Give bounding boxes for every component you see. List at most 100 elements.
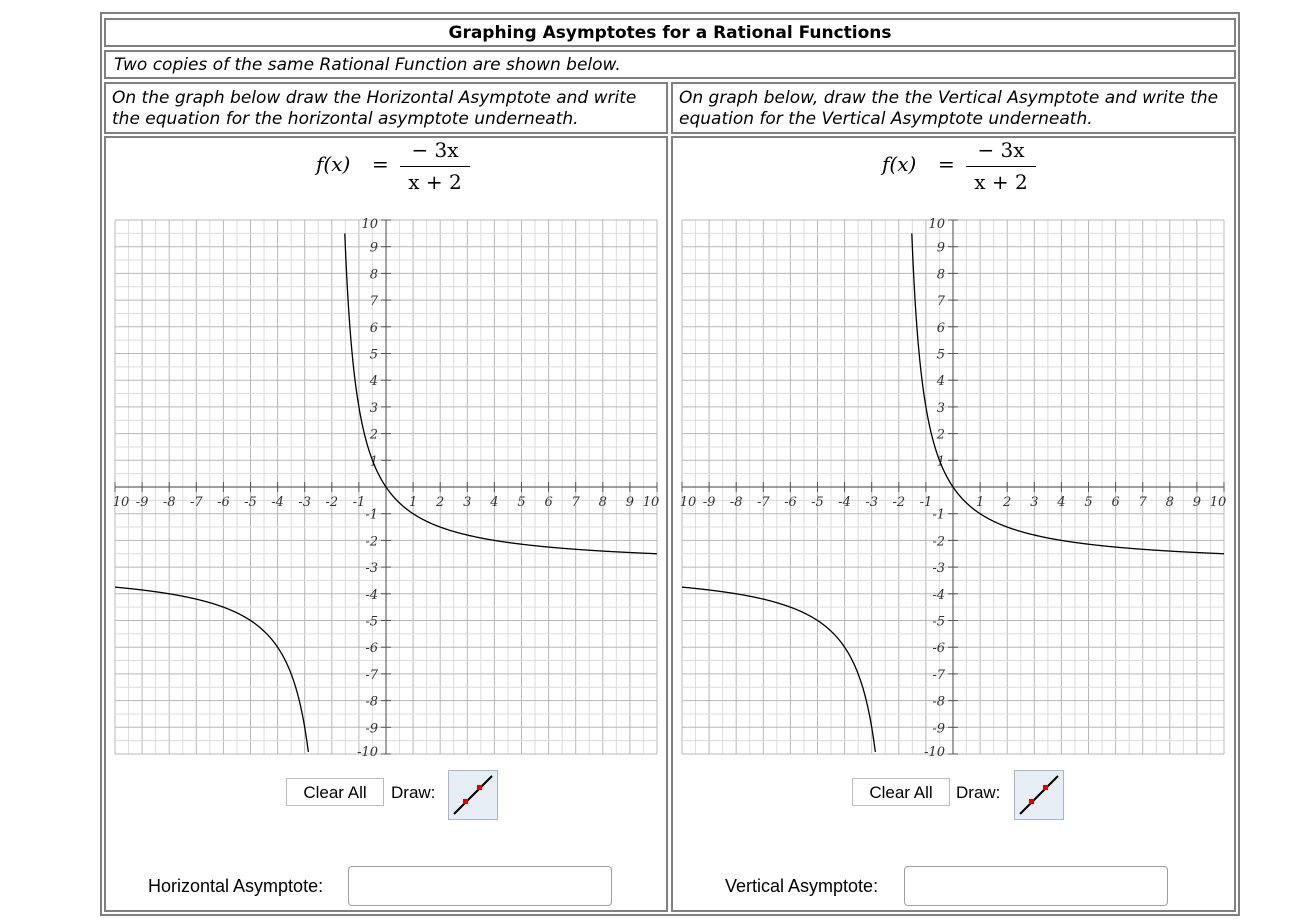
x-tick-label: 2 (435, 495, 444, 510)
x-tick-label: -8 (730, 495, 743, 510)
formula-denominator: x + 2 (408, 170, 462, 194)
y-tick-label: -9 (932, 721, 945, 736)
x-tick-label: 9 (626, 495, 634, 510)
x-tick-label: -6 (784, 495, 797, 510)
x-tick-label: 8 (599, 495, 607, 510)
y-tick-label: -4 (932, 588, 945, 603)
x-tick-label: -2 (325, 495, 338, 510)
y-tick-label: 3 (370, 401, 378, 416)
x-tick-label: -7 (757, 495, 770, 510)
draw-label: Draw: (391, 783, 436, 802)
right-coordinate-graph[interactable]: 10 -9 -8 -7 -6 -5 -4 -3 -2 -1 1 2 3 4 5 6 7 8 9 10 10 9 8 7 6 5 4 3… (678, 216, 1228, 762)
y-tick-label: 3 (937, 401, 945, 416)
x-tick-label: 3 (1030, 495, 1038, 510)
y-tick-label: -5 (365, 615, 378, 630)
x-tick-label: -3 (298, 495, 311, 510)
x-tick-label: -6 (217, 495, 230, 510)
x-tick-label: 8 (1166, 495, 1174, 510)
draw-label: Draw: (956, 783, 1001, 802)
y-tick-label: -5 (932, 615, 945, 630)
fraction-bar (966, 166, 1036, 167)
y-tick-label: 4 (369, 374, 378, 389)
y-tick-label: 1 (937, 454, 945, 469)
vertical-asymptote-label: Vertical Asymptote: (725, 876, 879, 896)
y-tick-label: -9 (365, 721, 378, 736)
formula-lhs: f(x) (882, 152, 917, 176)
y-tick-label: 1 (370, 454, 378, 469)
left-graph-panel: f(x) = − 3x x + 2 10 -9 -8 -7 -6 -5 -4 -3 -2 -1 1 2… (104, 136, 668, 912)
y-tick-label: -7 (932, 668, 945, 683)
x-tick-label: 10 (643, 495, 660, 510)
y-tick-label: -4 (365, 588, 378, 603)
y-tick-label: -2 (932, 534, 945, 549)
formula-equals: = (372, 152, 389, 176)
left-coordinate-graph[interactable]: 10 -9 -8 -7 -6 -5 -4 -3 -2 -1 1 2 3 4 5 6 7 8 9 10 10 9 8 7 6 5 4 3… (111, 216, 661, 762)
y-tick-label: -6 (365, 641, 378, 656)
function-curve-left-branch (114, 586, 309, 753)
formula-denominator: x + 2 (974, 170, 1028, 194)
clear-all-button[interactable]: Clear All (286, 778, 384, 806)
x-tick-label: 1 (409, 495, 417, 510)
x-tick-label: 9 (1193, 495, 1201, 510)
x-tick-label: 10 (680, 495, 697, 510)
x-tick-label: 7 (572, 495, 581, 510)
line-segment-tool-icon (453, 775, 493, 815)
y-tick-label: 8 (937, 267, 945, 282)
x-tick-label: -4 (271, 495, 284, 510)
y-tick-label: 2 (936, 428, 945, 443)
x-tick-label: 3 (463, 495, 471, 510)
y-tick-label: -3 (365, 561, 378, 576)
x-tick-label: 2 (1002, 495, 1011, 510)
x-tick-label: 10 (113, 495, 130, 510)
left-instruction: On the graph below draw the Horizontal A… (104, 82, 668, 134)
formula-numerator: − 3x (411, 138, 459, 162)
function-formula: f(x) = − 3x x + 2 (882, 138, 1082, 198)
x-tick-label: -7 (190, 495, 203, 510)
x-tick-label: 5 (1084, 495, 1092, 510)
y-tick-label: 4 (936, 374, 945, 389)
formula-lhs: f(x) (316, 152, 351, 176)
function-curve-left-branch (681, 586, 876, 753)
clear-all-button[interactable]: Clear All (852, 778, 950, 806)
x-tick-label: 7 (1139, 495, 1148, 510)
intro-text: Two copies of the same Rational Function… (104, 50, 1236, 79)
worksheet-title: Graphing Asymptotes for a Rational Funct… (104, 18, 1236, 47)
y-tick-label: -8 (932, 695, 945, 710)
x-tick-label: -1 (920, 495, 933, 510)
fraction-bar (400, 166, 470, 167)
x-tick-label: 5 (517, 495, 525, 510)
x-tick-label: 10 (1210, 495, 1227, 510)
x-tick-label: 1 (976, 495, 984, 510)
y-tick-label: -1 (365, 508, 378, 523)
x-tick-label: -5 (811, 495, 824, 510)
y-tick-label: 8 (370, 267, 378, 282)
y-tick-label: -10 (924, 745, 945, 760)
y-tick-label: -1 (932, 508, 945, 523)
y-tick-label: -8 (365, 695, 378, 710)
x-tick-label: -2 (892, 495, 905, 510)
right-graph-panel: f(x) = − 3x x + 2 10 -9 -8 -7 -6 -5 -4 -3 -2 -1 1 2… (671, 136, 1236, 912)
y-tick-label: -3 (932, 561, 945, 576)
y-tick-label: 9 (370, 241, 378, 256)
x-tick-label: 4 (489, 495, 498, 510)
x-tick-label: 6 (1111, 495, 1119, 510)
vertical-asymptote-input[interactable] (904, 866, 1168, 906)
x-tick-label: -4 (838, 495, 851, 510)
horizontal-asymptote-input[interactable] (348, 866, 612, 906)
y-tick-label: 10 (928, 217, 945, 232)
y-tick-label: 6 (370, 321, 378, 336)
function-curve-right-branch (344, 233, 658, 555)
y-tick-label: 6 (937, 321, 945, 336)
y-tick-label: 5 (937, 348, 945, 363)
y-tick-label: 2 (369, 428, 378, 443)
x-tick-label: -8 (163, 495, 176, 510)
y-tick-label: -2 (365, 534, 378, 549)
horizontal-asymptote-label: Horizontal Asymptote: (148, 876, 324, 896)
line-tool-button[interactable] (448, 770, 498, 820)
x-tick-label: -1 (353, 495, 366, 510)
x-tick-label: 6 (544, 495, 552, 510)
x-tick-label: -9 (136, 495, 149, 510)
x-tick-label: -3 (865, 495, 878, 510)
y-tick-label: 10 (361, 217, 378, 232)
line-tool-button[interactable] (1014, 770, 1064, 820)
